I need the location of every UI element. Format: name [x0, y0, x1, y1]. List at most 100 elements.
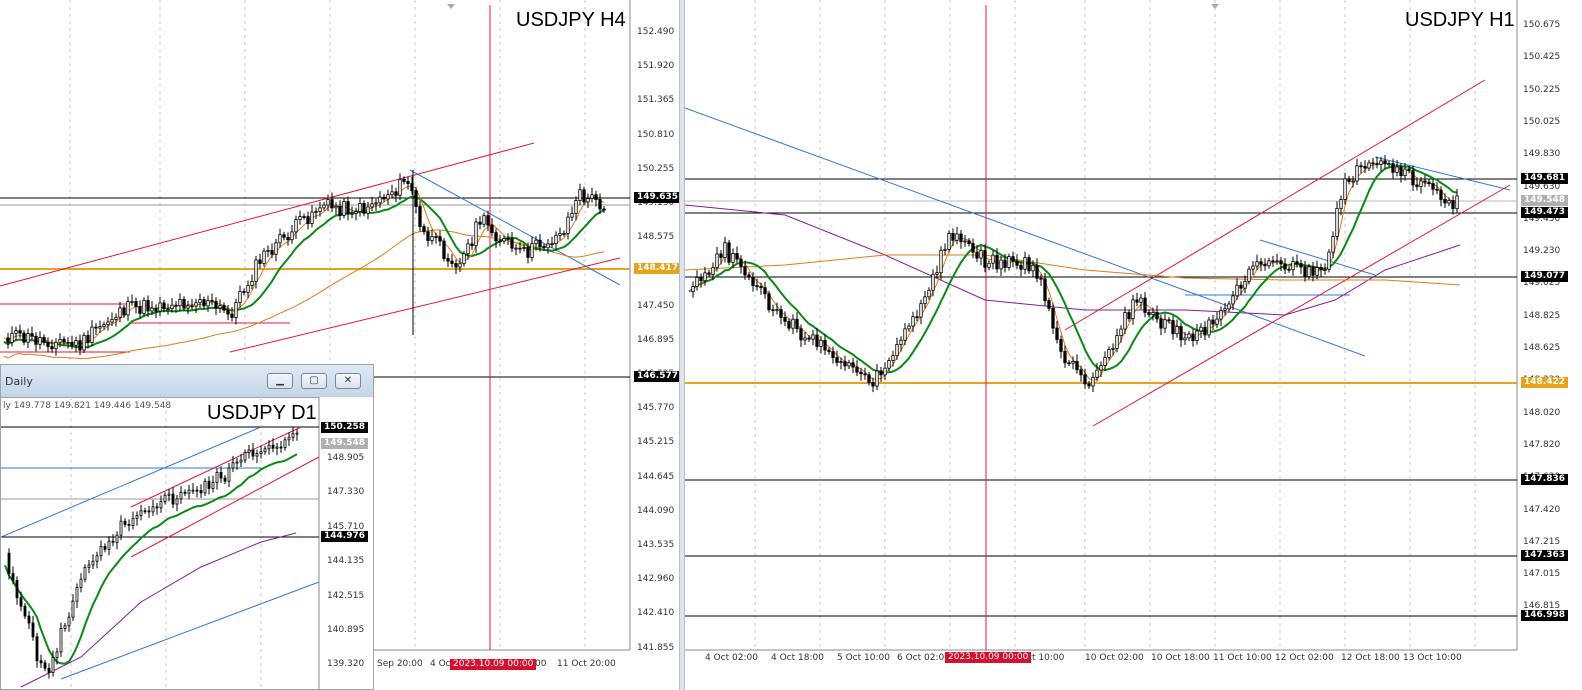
d1-candle-body: [295, 432, 299, 435]
h4-candle-body: [482, 215, 486, 225]
h1-candle-body: [1167, 319, 1171, 322]
h1-candle-body: [1171, 320, 1175, 335]
panel-splitter[interactable]: [679, 0, 685, 690]
h1-price-label: 147.820: [1523, 439, 1561, 450]
h1-candle-body: [1199, 326, 1203, 332]
minimize-button[interactable]: ▁: [267, 373, 293, 389]
h1-candle-body: [931, 273, 935, 291]
h1-candle-body: [1367, 162, 1371, 169]
d1-chart-canvas[interactable]: [1, 397, 373, 689]
h4-price-label: 144.090: [637, 505, 675, 516]
h4-candle-body: [342, 201, 346, 216]
h1-candle-body: [1175, 326, 1179, 335]
h1-candle-body: [1019, 264, 1023, 270]
h1-candle-body: [943, 248, 947, 251]
h1-candle-body: [1127, 312, 1131, 320]
h4-candle-body: [130, 301, 134, 303]
h4-chart-canvas[interactable]: [0, 0, 680, 690]
h4-candle-body: [378, 196, 382, 204]
h4-candle-body: [230, 313, 234, 318]
h4-candle-body: [566, 216, 570, 234]
h4-candle-body: [134, 301, 138, 307]
h1-candle-body: [991, 254, 995, 264]
daily-chart-window[interactable]: Daily ▁ ▢ ✕ ly 149.778 149.821 149.446 1…: [0, 364, 374, 690]
d1-price-tag: 150.258: [321, 422, 368, 433]
d1-candle-body: [99, 545, 103, 557]
d1-candle-body: [227, 467, 231, 482]
h4-price-label: 141.855: [637, 642, 675, 653]
h1-candle-body: [1427, 181, 1431, 184]
h1-candle-body: [903, 328, 907, 341]
h1-price-tag: 149.473: [1521, 207, 1568, 218]
h4-candle-body: [70, 342, 74, 346]
h1-candle-body: [1443, 199, 1447, 204]
d1-candle-body: [231, 462, 235, 469]
restore-button[interactable]: ▢: [301, 373, 327, 389]
h1-price-tag: 147.363: [1521, 550, 1568, 561]
d1-candle-body: [11, 573, 15, 581]
h4-candle-body: [206, 300, 210, 307]
h4-candle-body: [138, 306, 142, 314]
h1-candle-body: [783, 316, 787, 322]
h1-time-label: 12 Oct 18:00: [1341, 653, 1400, 663]
h4-candle-body: [102, 324, 106, 327]
close-button[interactable]: ✕: [335, 373, 361, 389]
h1-candle-body: [1279, 260, 1283, 265]
h4-candle-body: [242, 291, 246, 293]
h4-candle-body: [326, 199, 330, 206]
h1-candle-body: [1191, 333, 1195, 342]
daily-window-titlebar[interactable]: Daily ▁ ▢ ✕: [1, 365, 373, 398]
h1-candle-body: [1395, 166, 1399, 173]
h1-chart-canvas[interactable]: [685, 0, 1582, 690]
h4-ma-fast: [3, 185, 605, 345]
h1-candle-body: [983, 250, 987, 268]
h4-candle-body: [174, 304, 178, 307]
h1-trend-blue-short: [1259, 239, 1376, 276]
h4-candle-body: [86, 334, 90, 343]
h4-cursor-date-tag: 2023.10.09 00:00: [450, 659, 537, 670]
h1-time-label: 12 Oct 02:00: [1275, 653, 1334, 663]
h1-candle-body: [1107, 349, 1111, 358]
h1-chart-panel[interactable]: USDJPY H1 150.675 150.425 150.225 150.025 14…: [685, 0, 1582, 690]
h1-candle-body: [899, 339, 903, 345]
h4-candle-body: [430, 236, 434, 241]
h4-shift-marker: [447, 4, 455, 9]
d1-candle-body: [123, 520, 127, 525]
h4-candle-body: [406, 181, 410, 185]
h4-price-label: 146.895: [637, 334, 675, 345]
h4-candle-body: [266, 249, 270, 252]
h4-candle-body: [26, 333, 30, 343]
h4-candle-body: [210, 300, 214, 302]
d1-candle-body: [39, 660, 43, 664]
h4-candle-body: [162, 302, 166, 310]
d1-price-label: 144.135: [327, 556, 365, 567]
h4-candle-body: [426, 231, 430, 241]
d1-candle-body: [159, 501, 163, 509]
h4-price-label: 148.575: [637, 232, 675, 243]
h1-candle-body: [711, 267, 715, 275]
h1-candle-body: [1067, 362, 1071, 365]
h1-trend-blue-top: [1374, 156, 1511, 191]
h4-candle-body: [474, 221, 478, 247]
h1-candle-body: [999, 259, 1003, 270]
h1-candle-body: [907, 325, 911, 330]
d1-candle-body: [183, 491, 187, 494]
h4-price-label: 147.450: [637, 300, 675, 311]
d1-candle-body: [31, 622, 35, 638]
h4-candle-body: [582, 189, 586, 203]
h1-candle-body: [763, 287, 767, 295]
h1-candle-body: [1423, 180, 1427, 183]
h1-candle-body: [1335, 207, 1339, 237]
h4-candle-body: [126, 301, 130, 316]
h4-candle-body: [62, 338, 66, 343]
h1-price-label: 147.215: [1523, 536, 1561, 547]
h1-candle-body: [939, 249, 943, 274]
h4-price-label: 151.920: [637, 61, 675, 72]
h1-candle-body: [835, 357, 839, 363]
d1-candle-body: [139, 510, 143, 516]
h1-candle-body: [1259, 261, 1263, 265]
h1-candle-body: [1195, 330, 1199, 342]
h4-candle-body: [234, 302, 238, 318]
h4-candle-body: [466, 243, 470, 255]
h1-candle-body: [1039, 277, 1043, 280]
